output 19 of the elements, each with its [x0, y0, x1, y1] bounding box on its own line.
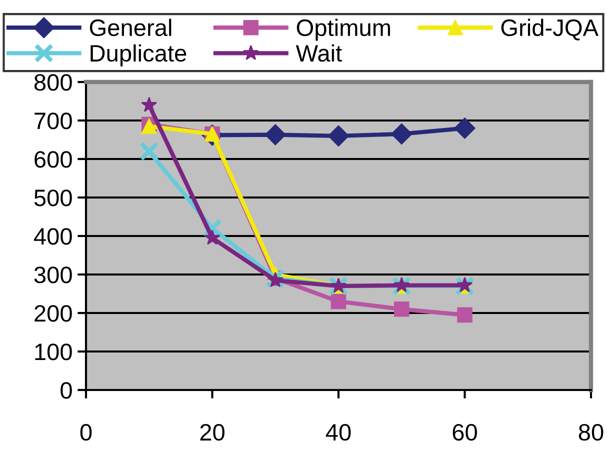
- x-tick-label: 0: [80, 424, 92, 441]
- legend-label: Grid-JQA: [501, 18, 598, 40]
- legend-label: Wait: [296, 44, 342, 62]
- x-tick-label: 40: [326, 424, 351, 441]
- legend-label: Optimum: [296, 18, 390, 41]
- y-tick-label: 200: [34, 305, 72, 322]
- y-tick-label: 500: [34, 190, 72, 206]
- x-tick-label: 80: [578, 424, 604, 441]
- x-tick-label: 60: [452, 424, 477, 441]
- x-tick-label: 20: [200, 424, 224, 441]
- y-tick-label: 0: [60, 382, 72, 399]
- y-tick-label: 100: [35, 344, 72, 360]
- legend-label: Duplicate: [90, 44, 186, 66]
- y-tick-label: 400: [34, 228, 72, 245]
- y-tick-label: 700: [34, 112, 72, 130]
- y-tick-label: 600: [34, 151, 72, 168]
- y-tick-label: 300: [34, 266, 72, 284]
- legend-label: General: [90, 18, 172, 36]
- y-tick-label: 800: [34, 74, 72, 91]
